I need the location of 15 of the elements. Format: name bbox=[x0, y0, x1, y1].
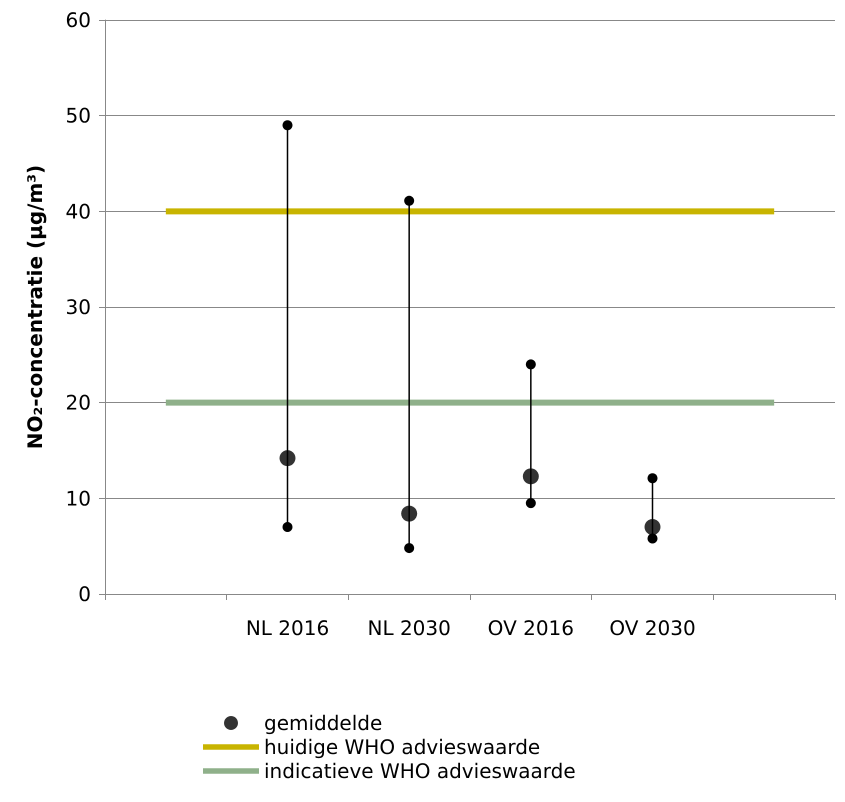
y-tick-label: 60 bbox=[66, 8, 91, 32]
x-tick-label: OV 2030 bbox=[609, 616, 696, 640]
y-tick-label: 40 bbox=[66, 199, 91, 224]
legend-label: huidige WHO advieswaarde bbox=[264, 735, 540, 759]
y-tick-label: 50 bbox=[66, 104, 91, 128]
y-tick-label: 20 bbox=[66, 390, 91, 415]
legend-label: gemiddelde bbox=[264, 711, 382, 735]
y-tick-label: 30 bbox=[66, 295, 91, 319]
legend-label: indicatieve WHO advieswaarde bbox=[264, 759, 576, 783]
y-axis-title: NO₂-concentratie (µg/m³) bbox=[23, 164, 47, 450]
x-tick-label: OV 2016 bbox=[488, 616, 574, 640]
y-tick-label: 0 bbox=[78, 582, 91, 606]
x-tick-label: NL 2016 bbox=[246, 616, 330, 640]
y-tick-label: 10 bbox=[66, 486, 91, 510]
x-tick-label: NL 2030 bbox=[367, 616, 451, 640]
